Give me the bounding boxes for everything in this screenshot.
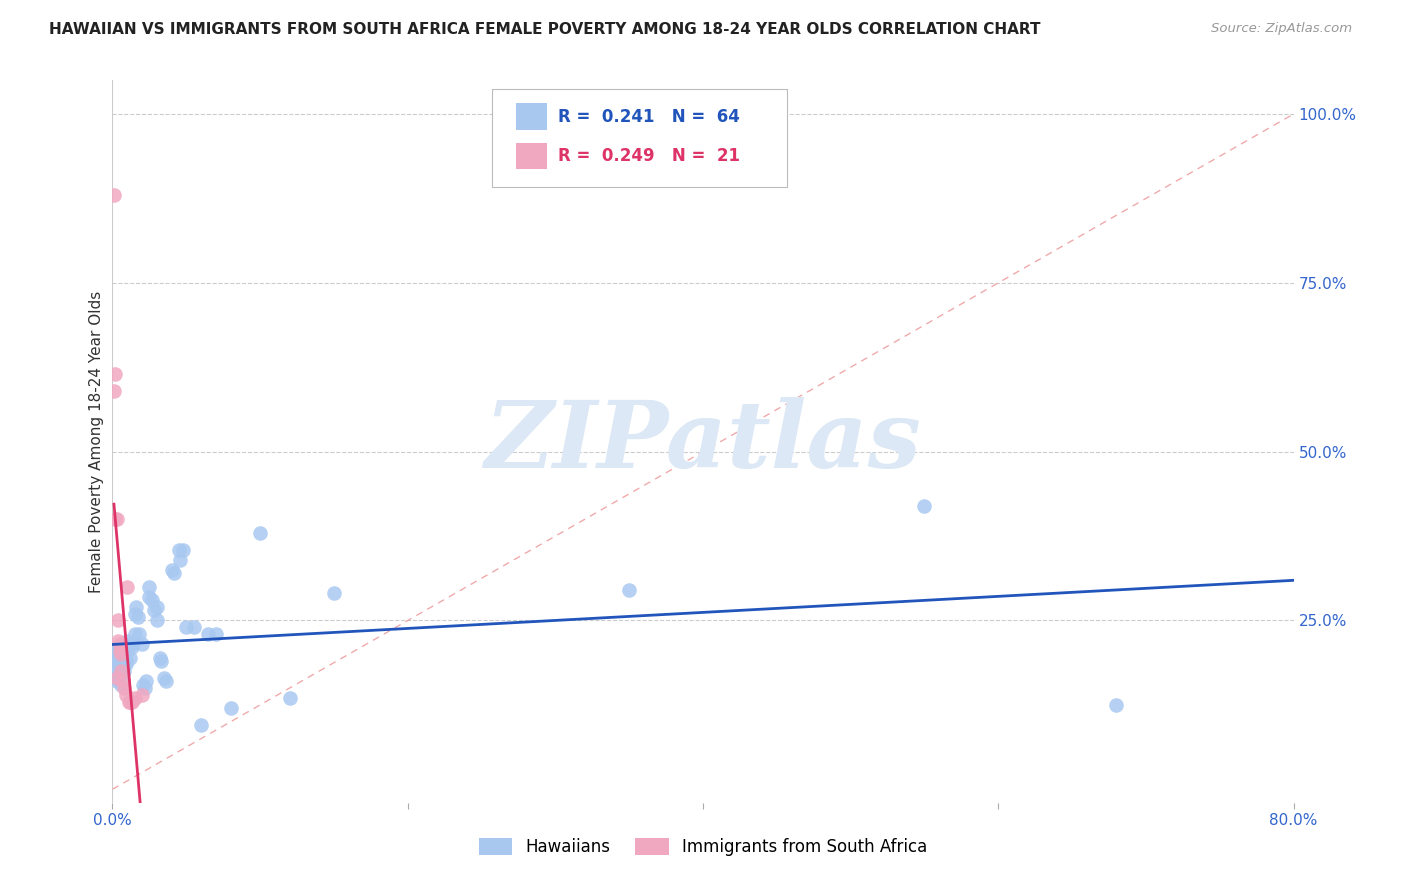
Point	[104, 657, 127, 672]
Point	[219, 701, 242, 715]
Point	[105, 674, 128, 689]
Point	[153, 671, 176, 685]
Point	[128, 627, 150, 641]
Point	[125, 599, 148, 614]
Point	[110, 647, 132, 661]
Point	[135, 674, 157, 689]
Point	[117, 644, 138, 658]
Point	[104, 650, 127, 665]
Point	[160, 563, 183, 577]
Point	[155, 674, 177, 689]
Point	[323, 586, 346, 600]
Point	[108, 650, 131, 665]
Point	[138, 580, 160, 594]
Point	[112, 650, 135, 665]
Point	[205, 627, 228, 641]
Point	[914, 499, 936, 513]
Point	[132, 678, 155, 692]
Point	[117, 633, 138, 648]
Point	[105, 644, 128, 658]
Point	[134, 681, 156, 695]
Point	[121, 694, 143, 708]
Point	[124, 691, 146, 706]
Point	[118, 637, 141, 651]
Point	[108, 661, 131, 675]
Point	[105, 512, 128, 526]
Point	[124, 627, 146, 641]
Point	[141, 593, 163, 607]
Point	[120, 650, 142, 665]
Point	[131, 688, 153, 702]
Point	[107, 654, 129, 668]
Point	[190, 718, 212, 732]
Point	[169, 552, 191, 566]
Point	[174, 620, 197, 634]
Point	[110, 664, 132, 678]
Point	[104, 367, 127, 381]
Point	[118, 694, 141, 708]
Text: R =  0.241   N =  64: R = 0.241 N = 64	[558, 108, 740, 126]
Point	[197, 627, 219, 641]
Point	[146, 599, 169, 614]
Point	[138, 590, 160, 604]
Text: R =  0.249   N =  21: R = 0.249 N = 21	[558, 147, 740, 165]
Point	[120, 694, 142, 708]
Text: HAWAIIAN VS IMMIGRANTS FROM SOUTH AFRICA FEMALE POVERTY AMONG 18-24 YEAR OLDS CO: HAWAIIAN VS IMMIGRANTS FROM SOUTH AFRICA…	[49, 22, 1040, 37]
Point	[114, 654, 136, 668]
Point	[110, 678, 132, 692]
Point	[105, 664, 128, 678]
Legend: Hawaiians, Immigrants from South Africa: Hawaiians, Immigrants from South Africa	[472, 831, 934, 863]
Point	[142, 603, 165, 617]
Point	[131, 637, 153, 651]
Point	[107, 640, 129, 655]
Point	[107, 633, 129, 648]
Point	[105, 671, 128, 685]
Point	[112, 664, 135, 678]
Point	[1105, 698, 1128, 712]
Y-axis label: Female Poverty Among 18-24 Year Olds: Female Poverty Among 18-24 Year Olds	[89, 291, 104, 592]
Point	[108, 671, 131, 685]
Point	[108, 637, 131, 651]
Point	[124, 607, 146, 621]
Point	[278, 691, 301, 706]
Point	[112, 681, 135, 695]
Point	[103, 384, 125, 398]
Point	[111, 661, 134, 675]
Point	[127, 610, 149, 624]
Point	[150, 654, 173, 668]
Point	[108, 644, 131, 658]
Point	[104, 671, 127, 685]
Point	[107, 614, 129, 628]
Point	[149, 650, 172, 665]
Point	[114, 688, 136, 702]
Point	[121, 640, 143, 655]
Point	[249, 525, 271, 540]
Point	[103, 647, 125, 661]
Point	[183, 620, 205, 634]
Point	[619, 583, 641, 598]
Point	[117, 580, 138, 594]
Point	[114, 657, 136, 672]
Point	[163, 566, 186, 581]
Point	[103, 661, 125, 675]
Point	[146, 614, 169, 628]
Point	[167, 542, 190, 557]
Point	[103, 188, 125, 202]
Point	[111, 674, 134, 689]
Point	[121, 637, 143, 651]
Text: ZIPatlas: ZIPatlas	[485, 397, 921, 486]
Point	[110, 647, 132, 661]
Point	[111, 640, 134, 655]
Point	[104, 512, 127, 526]
Point	[172, 542, 194, 557]
Text: Source: ZipAtlas.com: Source: ZipAtlas.com	[1212, 22, 1353, 36]
Point	[107, 667, 129, 681]
